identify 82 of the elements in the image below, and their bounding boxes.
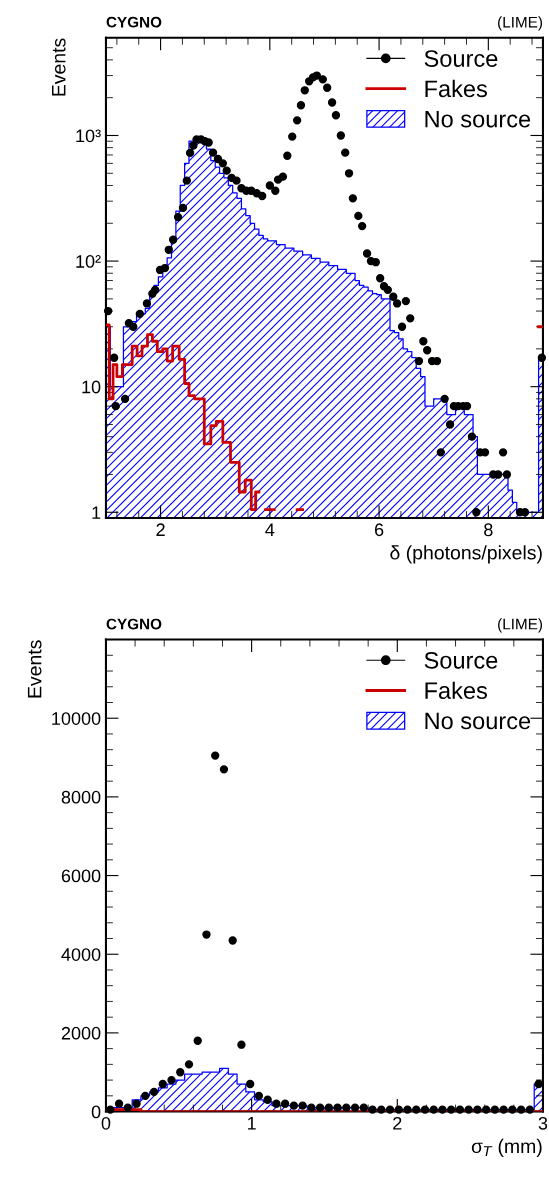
y-tick-label: 10 [82, 380, 101, 394]
y-tick-label: 0 [91, 1105, 101, 1119]
point [368, 1105, 377, 1114]
point [307, 1103, 316, 1112]
point [219, 765, 229, 774]
point [272, 1099, 281, 1108]
y-tick-label: 10² [76, 255, 101, 268]
legend-label: Source [424, 651, 498, 669]
x-tick-label: 2 [393, 1116, 402, 1130]
point [228, 936, 237, 945]
point [385, 1105, 395, 1114]
point [246, 1079, 255, 1089]
x-tick-label: 6 [374, 523, 384, 537]
x-tick-label: 8 [484, 523, 493, 537]
point [184, 1060, 194, 1069]
point [237, 1040, 246, 1049]
x-tick-label: 1 [247, 1117, 256, 1130]
point [508, 1105, 517, 1114]
point [464, 1105, 473, 1114]
y-axis-title: Events [52, 38, 66, 96]
point [359, 1103, 368, 1112]
y-tick-label: 1 [92, 506, 101, 519]
text: (LIME) [498, 618, 543, 633]
x-tick-label: 3 [538, 1116, 548, 1130]
point [132, 1099, 141, 1108]
x-axis-title: δ (photons/pixels) [390, 545, 542, 564]
x-tick-label: 4 [265, 523, 275, 536]
point [438, 1105, 447, 1114]
point [123, 1103, 132, 1112]
point [333, 1103, 342, 1112]
point [473, 1105, 482, 1114]
point [447, 1105, 456, 1114]
y-tick-label: 6000 [61, 869, 101, 883]
x-axis-title: σ$_{T}$ (mm) [471, 1138, 542, 1157]
legend-label: Fakes [425, 79, 487, 98]
point [254, 1091, 264, 1100]
legend-label: Fakes [425, 681, 487, 699]
point [193, 1036, 202, 1045]
point [298, 1101, 307, 1110]
point [167, 1075, 176, 1085]
point [429, 1105, 438, 1114]
y-tick-label: 10³ [76, 129, 101, 143]
y-tick-label: 8000 [61, 790, 101, 804]
point [202, 930, 211, 939]
point [350, 1103, 360, 1112]
point [420, 1105, 430, 1114]
point [158, 1079, 167, 1089]
point [141, 1091, 150, 1100]
legend-label: No source [425, 110, 531, 128]
point [176, 1068, 185, 1077]
text: CYGNO [106, 16, 162, 28]
text: CYGNO [106, 618, 162, 630]
point [114, 1099, 124, 1108]
point [412, 1105, 421, 1114]
y-axis-title: Events [27, 640, 42, 698]
point [525, 1105, 535, 1114]
point [149, 1087, 159, 1097]
y-tick-label: 4000 [61, 948, 101, 961]
point [499, 1105, 508, 1114]
point [455, 1105, 465, 1114]
point [490, 1105, 500, 1114]
point [106, 1105, 115, 1114]
text: (LIME) [498, 16, 543, 31]
point [342, 1103, 351, 1112]
x-tick-label: 2 [156, 523, 165, 536]
point [403, 1105, 412, 1114]
point [481, 1105, 491, 1114]
legend-label: Source [424, 50, 498, 67]
point [394, 1105, 403, 1114]
point [324, 1103, 333, 1112]
point [280, 1099, 290, 1108]
y-tick-label: 10000 [52, 712, 101, 725]
x-tick-label: 0 [101, 1116, 111, 1130]
point [534, 1079, 543, 1089]
point [289, 1101, 299, 1110]
point [211, 751, 220, 760]
legend-label: No source [425, 712, 531, 730]
point [315, 1103, 325, 1112]
point [377, 1105, 386, 1114]
y-tick-label: 2000 [61, 1026, 101, 1040]
point [263, 1095, 272, 1104]
point [516, 1105, 526, 1114]
